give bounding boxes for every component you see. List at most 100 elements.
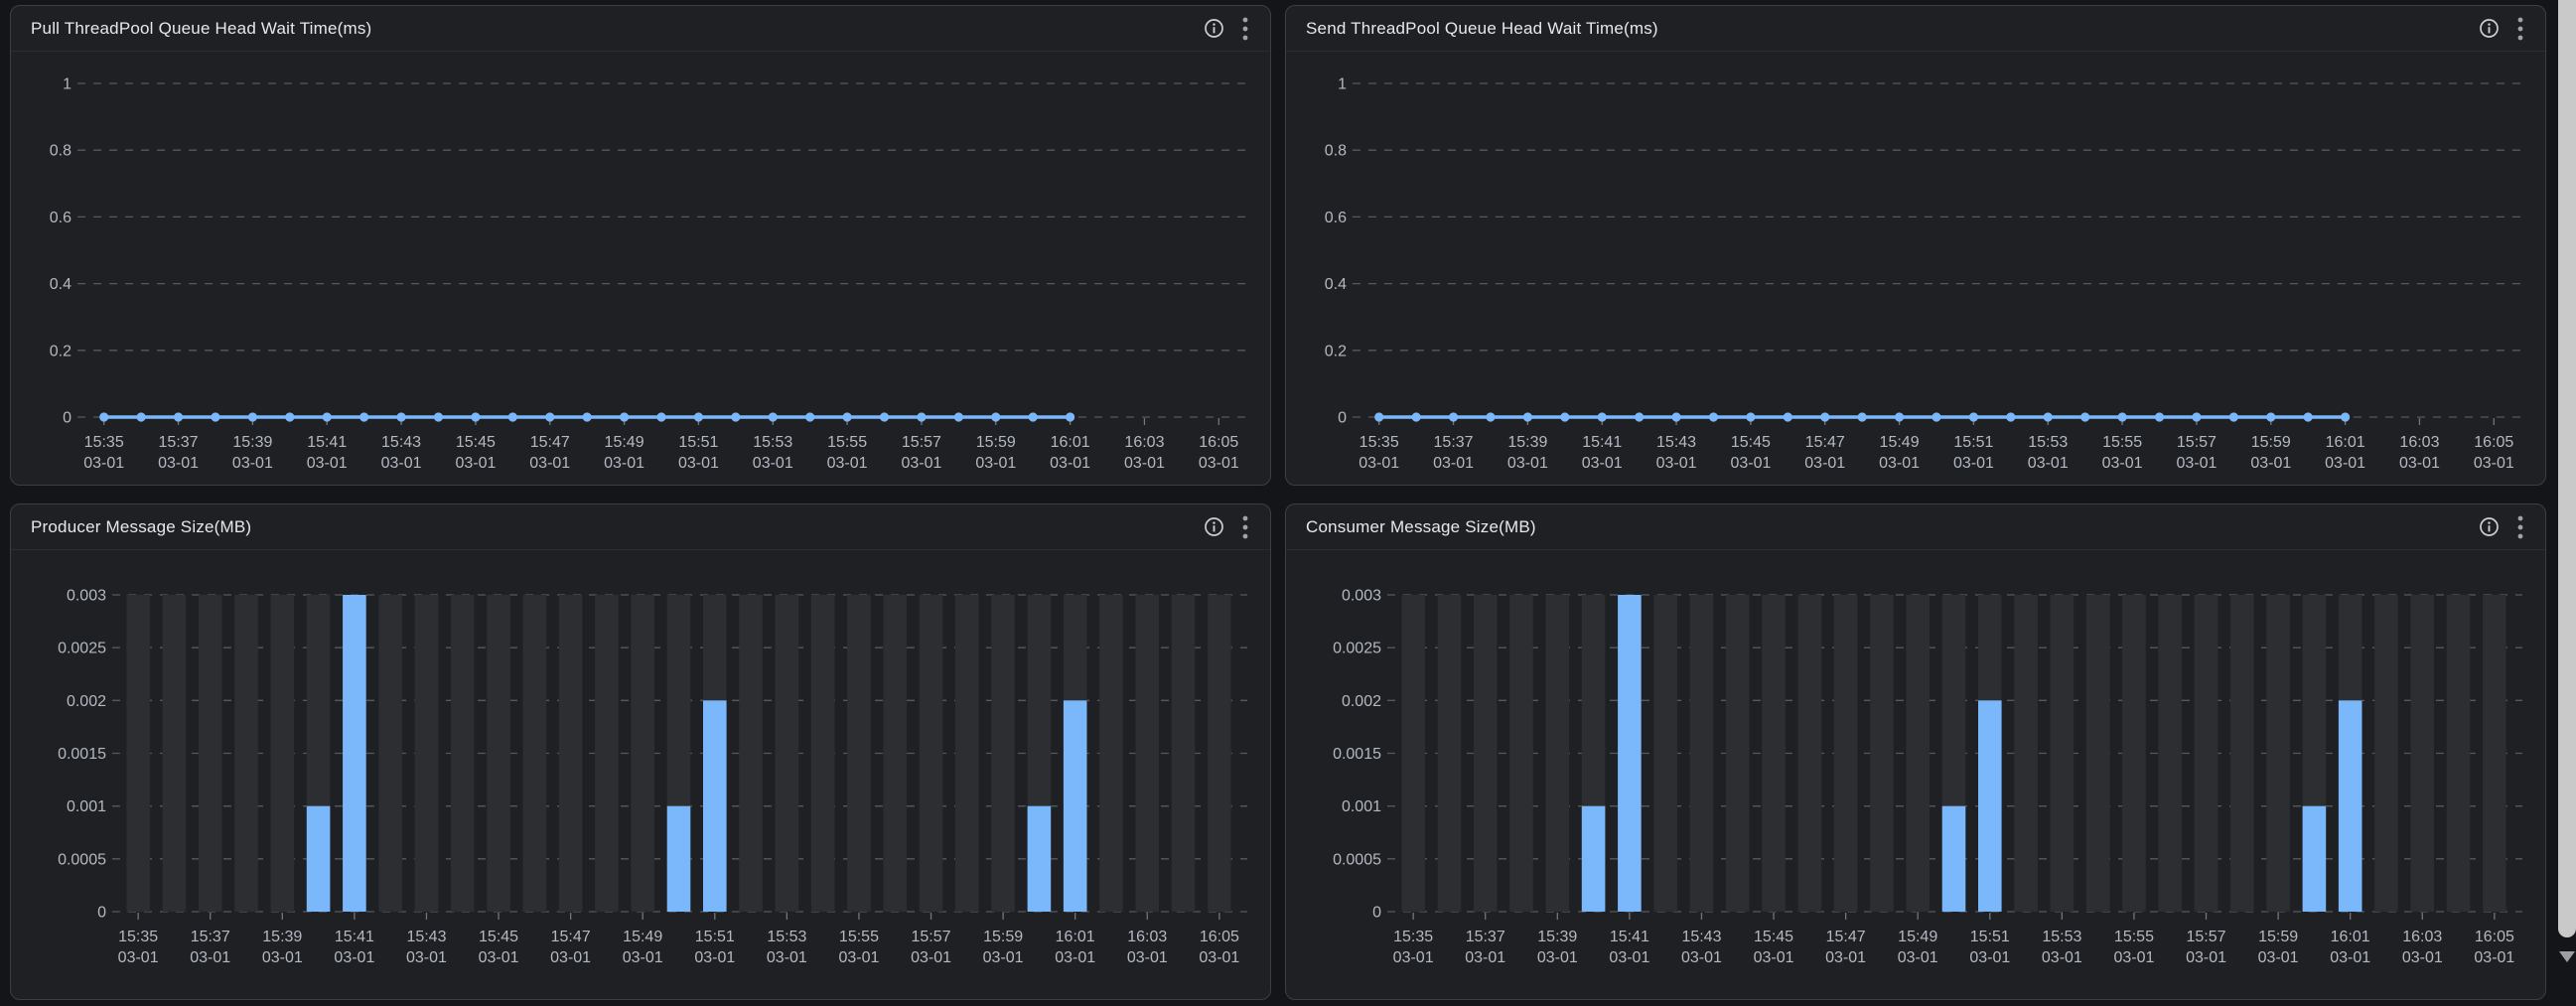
- svg-text:15:51: 15:51: [1953, 434, 1993, 451]
- svg-text:1: 1: [1338, 76, 1347, 93]
- svg-text:03-01: 03-01: [262, 949, 303, 966]
- svg-text:03-01: 03-01: [694, 949, 735, 966]
- svg-text:03-01: 03-01: [1804, 455, 1845, 472]
- svg-text:03-01: 03-01: [334, 949, 374, 966]
- svg-text:03-01: 03-01: [1124, 455, 1165, 472]
- svg-text:0: 0: [63, 410, 72, 427]
- svg-text:0.002: 0.002: [67, 693, 106, 710]
- panel-header-actions: [2479, 17, 2523, 41]
- svg-text:03-01: 03-01: [307, 455, 348, 472]
- panel-title: Send ThreadPool Queue Head Wait Time(ms): [1306, 18, 1658, 38]
- svg-text:03-01: 03-01: [678, 455, 719, 472]
- kebab-menu-icon[interactable]: [1242, 515, 1248, 539]
- svg-text:03-01: 03-01: [83, 455, 124, 472]
- svg-text:03-01: 03-01: [2113, 949, 2154, 966]
- svg-text:03-01: 03-01: [983, 949, 1024, 966]
- svg-text:0.002: 0.002: [1342, 693, 1381, 710]
- panel-producer-message-size: Producer Message Size(MB) 0 0.0005 0.001 0.…: [10, 503, 1271, 1000]
- svg-text:03-01: 03-01: [1127, 949, 1168, 966]
- svg-text:03-01: 03-01: [1898, 949, 1938, 966]
- svg-text:0.4: 0.4: [50, 276, 72, 293]
- svg-text:03-01: 03-01: [1465, 949, 1505, 966]
- svg-text:15:49: 15:49: [623, 929, 662, 945]
- panel-consumer-message-size: Consumer Message Size(MB) 0 0.0005 0.001 0.…: [1285, 503, 2546, 1000]
- scrollbar-thumb[interactable]: [2558, 0, 2576, 937]
- svg-text:15:51: 15:51: [695, 929, 735, 945]
- panel-header-actions: [1204, 17, 1248, 41]
- svg-text:03-01: 03-01: [381, 455, 422, 472]
- scroll-down-arrow-icon[interactable]: [2559, 951, 2575, 962]
- svg-text:03-01: 03-01: [1393, 949, 1434, 966]
- info-icon[interactable]: [1204, 516, 1224, 537]
- svg-text:0.001: 0.001: [67, 798, 106, 815]
- svg-text:03-01: 03-01: [1199, 455, 1239, 472]
- panel-header-actions: [1204, 515, 1248, 539]
- svg-text:0.8: 0.8: [50, 143, 72, 160]
- svg-text:03-01: 03-01: [827, 455, 868, 472]
- svg-text:03-01: 03-01: [529, 455, 570, 472]
- send-threadpool-wait-time-chart[interactable]: 0 0.2 0.4 0.6 0.8 1 15:35 03-01 15:37 03-01 15:39 0…: [1286, 52, 2546, 486]
- svg-text:03-01: 03-01: [1953, 455, 1994, 472]
- svg-text:03-01: 03-01: [1359, 455, 1399, 472]
- svg-text:03-01: 03-01: [604, 455, 644, 472]
- svg-text:03-01: 03-01: [1754, 949, 1794, 966]
- svg-text:0.0005: 0.0005: [58, 851, 106, 868]
- svg-text:16:03: 16:03: [1127, 929, 1167, 945]
- kebab-menu-icon[interactable]: [2517, 17, 2523, 41]
- svg-text:03-01: 03-01: [753, 455, 793, 472]
- svg-text:16:03: 16:03: [2402, 929, 2442, 945]
- svg-text:03-01: 03-01: [2186, 949, 2226, 966]
- svg-text:15:35: 15:35: [1393, 929, 1433, 945]
- svg-text:1: 1: [63, 76, 72, 93]
- info-icon[interactable]: [2479, 516, 2500, 537]
- svg-text:15:45: 15:45: [1731, 434, 1771, 451]
- svg-text:03-01: 03-01: [455, 455, 496, 472]
- svg-text:15:59: 15:59: [976, 434, 1016, 451]
- panel-header: Send ThreadPool Queue Head Wait Time(ms): [1286, 6, 2545, 52]
- panel-header: Consumer Message Size(MB): [1286, 504, 2545, 550]
- pull-threadpool-wait-time-chart[interactable]: 0 0.2 0.4 0.6 0.8 1 15:35 03-01 15:37 03-01 15:39 0…: [11, 52, 1271, 486]
- svg-text:15:43: 15:43: [1656, 434, 1696, 451]
- panel-send-threadpool: Send ThreadPool Queue Head Wait Time(ms)…: [1285, 5, 2546, 486]
- kebab-menu-icon[interactable]: [2517, 515, 2523, 539]
- svg-text:0.0015: 0.0015: [58, 746, 106, 763]
- svg-text:15:49: 15:49: [1880, 434, 1920, 451]
- svg-text:03-01: 03-01: [1537, 949, 1578, 966]
- svg-text:0.6: 0.6: [1325, 210, 1347, 226]
- svg-text:03-01: 03-01: [2399, 455, 2440, 472]
- svg-text:03-01: 03-01: [550, 949, 591, 966]
- svg-text:03-01: 03-01: [1582, 455, 1623, 472]
- svg-text:03-01: 03-01: [2042, 949, 2082, 966]
- svg-text:15:59: 15:59: [2258, 929, 2298, 945]
- svg-text:15:53: 15:53: [2028, 434, 2068, 451]
- svg-text:15:57: 15:57: [902, 434, 941, 451]
- svg-text:03-01: 03-01: [1656, 455, 1697, 472]
- svg-text:15:59: 15:59: [2251, 434, 2291, 451]
- svg-text:15:45: 15:45: [479, 929, 518, 945]
- panel-header: Producer Message Size(MB): [11, 504, 1270, 550]
- svg-text:16:03: 16:03: [2399, 434, 2439, 451]
- consumer-message-size-chart[interactable]: 0 0.0005 0.001 0.0015 0.002 0.0025 0.003 15:35 0…: [1286, 550, 2546, 1000]
- svg-text:15:37: 15:37: [1434, 434, 1474, 451]
- svg-text:03-01: 03-01: [118, 949, 159, 966]
- svg-text:03-01: 03-01: [1730, 455, 1771, 472]
- svg-text:03-01: 03-01: [1050, 455, 1090, 472]
- svg-text:0.8: 0.8: [1325, 143, 1347, 160]
- svg-text:15:41: 15:41: [335, 929, 374, 945]
- svg-text:0.0005: 0.0005: [1333, 851, 1381, 868]
- svg-text:16:03: 16:03: [1124, 434, 1164, 451]
- vertical-scrollbar[interactable]: [2558, 0, 2576, 1006]
- svg-text:0.0025: 0.0025: [1333, 641, 1381, 657]
- svg-text:15:35: 15:35: [118, 929, 158, 945]
- svg-text:03-01: 03-01: [1879, 455, 1920, 472]
- svg-text:15:55: 15:55: [839, 929, 879, 945]
- svg-text:15:49: 15:49: [605, 434, 644, 451]
- producer-message-size-chart[interactable]: 0 0.0005 0.001 0.0015 0.002 0.0025 0.003 15:35 0…: [11, 550, 1271, 1000]
- svg-text:15:55: 15:55: [2102, 434, 2142, 451]
- info-icon[interactable]: [1204, 18, 1224, 39]
- svg-text:03-01: 03-01: [2250, 455, 2291, 472]
- kebab-menu-icon[interactable]: [1242, 17, 1248, 41]
- info-icon[interactable]: [2479, 18, 2500, 39]
- svg-text:15:59: 15:59: [983, 929, 1023, 945]
